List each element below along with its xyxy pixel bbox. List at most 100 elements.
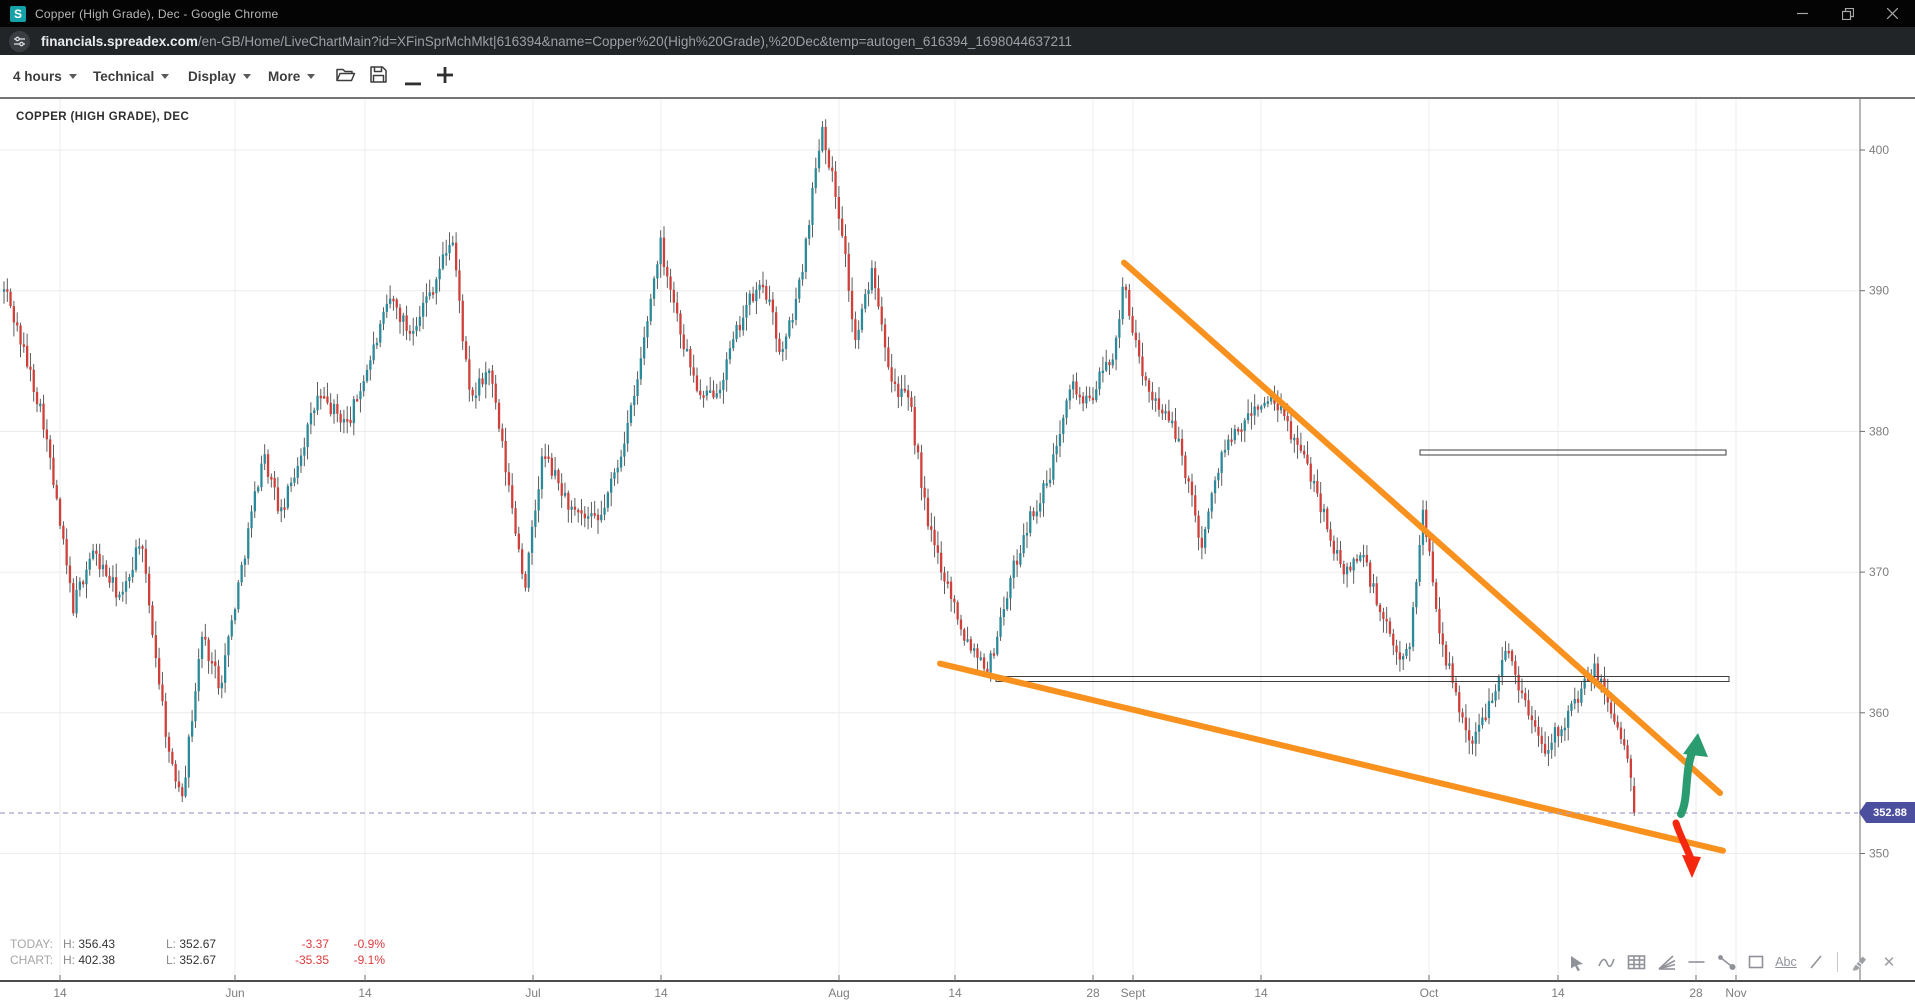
window-titlebar: S Copper (High Grade), Dec - Google Chro… [0,0,1915,27]
close-button[interactable] [1870,0,1915,27]
x-axis-label: 28 [1689,986,1703,1000]
high-label: H: [63,952,75,967]
y-axis-label: 400 [1869,143,1889,157]
drawing-toolbar: Abc ✕ [1564,948,1901,976]
freehand-curve-tool[interactable] [1594,950,1618,974]
minimize-button[interactable] [1780,0,1825,27]
y-axis-label: 370 [1869,565,1889,579]
chart-low: 352.67 [179,952,217,967]
spreadex-logo-icon: S [10,5,26,22]
site-settings-icon[interactable] [9,30,30,52]
chart-change-pct: -9.1% [353,952,385,967]
x-axis-label: Oct [1420,986,1439,1000]
x-axis-label: 14 [53,986,67,1000]
x-axis-label: 14 [1551,986,1565,1000]
current-price-badge: 352.88 [1859,802,1915,823]
close-icon [1887,8,1898,19]
url-text: financials.spreadex.com/en-GB/Home/LiveC… [41,34,1072,49]
x-axis-label: Sept [1121,986,1146,1000]
restore-button[interactable] [1825,0,1870,27]
x-axis-label: 14 [358,986,372,1000]
gridlines [0,99,1860,981]
bearish-arrow-head [1682,855,1701,878]
window-title: Copper (High Grade), Dec - Google Chrome [35,6,279,21]
chart-instrument-title: COPPER (HIGH GRADE), DEC [16,111,190,123]
zoom-in-button[interactable] [437,67,453,88]
y-axis-label: 380 [1869,424,1889,438]
bullish-arrow-shaft [1677,746,1697,818]
y-axis-label: 390 [1869,284,1889,298]
minimize-icon [1797,12,1808,15]
chevron-down-icon [307,73,316,79]
url-bar[interactable]: financials.spreadex.com/en-GB/Home/LiveC… [0,27,1915,55]
rectangle-tool[interactable] [1744,950,1768,974]
today-low: 352.67 [179,937,217,951]
x-axis-label: 28 [1086,986,1100,1000]
y-axis-label: 360 [1869,706,1889,720]
low-label: L: [166,937,177,951]
chart-change: -35.35 [294,952,329,967]
high-label: H: [63,937,75,951]
technical-label: Technical [93,68,155,84]
save-icon [370,66,387,83]
session-stats: TODAY: H: 356.43 L: 352.67 -3.37 -0.9% C… [10,937,385,968]
fan-lines-tool[interactable] [1654,950,1678,974]
x-axis-label: 14 [1254,986,1268,1000]
plus-icon [437,67,453,83]
url-domain: financials.spreadex.com [41,33,198,49]
horizontal-line-tool[interactable] [1684,950,1708,974]
toolbar-divider [1837,952,1838,972]
annotation-arrows [1672,733,1708,878]
marker-pen-tool[interactable] [1847,950,1871,974]
x-axis-label: Aug [828,986,849,1000]
open-chart-button[interactable] [335,65,356,89]
pointer-tool[interactable] [1564,950,1588,974]
display-label: Display [188,68,237,84]
x-axis-label: 14 [948,986,962,1000]
restore-icon [1841,7,1854,20]
chart-label: CHART: [10,952,54,967]
delete-drawing-button[interactable]: ✕ [1882,954,1896,971]
chart-stats-row: CHART: H: 402.38 L: 352.67 -35.35 -9.1% [10,953,385,969]
axes: 400 390 380 370 360 350 14 Jun 14 Jul 14 Aug 14 28 Sep… [0,99,1915,1000]
chevron-down-icon [161,73,170,79]
save-chart-button[interactable] [369,65,388,89]
chart-area[interactable]: 400 390 380 370 360 350 14 Jun 14 Jul 14 Aug 14 28 Sep… [0,97,1915,1001]
horizontal-drawn-lines [995,449,1730,682]
diagonal-line-tool[interactable] [1804,950,1828,974]
x-axis-label: Jun [225,986,244,1000]
today-label: TODAY: [10,937,53,951]
low-label: L: [166,952,177,967]
x-axis-label: 14 [654,986,668,1000]
grid-table-tool[interactable] [1624,950,1648,974]
chevron-down-icon [243,73,252,79]
more-menu[interactable]: More [268,66,316,86]
chart-toolbar: 4 hours Technical Display More [0,55,1915,97]
support-line [995,676,1730,682]
chevron-down-icon [68,73,77,79]
resistance-line [1419,449,1727,456]
today-stats-row: TODAY: H: 356.43 L: 352.67 -3.37 -0.9% [10,937,385,953]
bullish-arrow-head [1683,733,1708,757]
display-menu[interactable]: Display [188,66,252,86]
window-controls [1780,0,1915,27]
zoom-out-button[interactable] [405,73,421,91]
technical-menu[interactable]: Technical [93,66,170,86]
url-path: /en-GB/Home/LiveChartMain?id=XFinSprMchM… [197,33,1073,49]
upper-wedge-line [1121,259,1723,796]
minus-icon [405,82,421,86]
x-axis-label: Nov [1725,986,1746,1000]
candlestick-chart: 400 390 380 370 360 350 14 Jun 14 Jul 14 Aug 14 28 Sep… [0,99,1915,1000]
text-tool[interactable]: Abc [1775,955,1797,969]
today-change: -3.37 [301,937,329,951]
trendlines [937,259,1726,854]
open-folder-icon [336,68,356,82]
chart-high: 402.38 [78,952,116,967]
today-change-pct: -0.9% [353,937,385,951]
interval-label: 4 hours [13,68,62,84]
interval-dropdown[interactable]: 4 hours [13,66,77,86]
x-axis-label: Jul [525,986,540,1000]
trend-line-tool[interactable] [1714,950,1738,974]
lower-wedge-line [937,660,1726,854]
y-axis-label: 350 [1869,847,1889,861]
